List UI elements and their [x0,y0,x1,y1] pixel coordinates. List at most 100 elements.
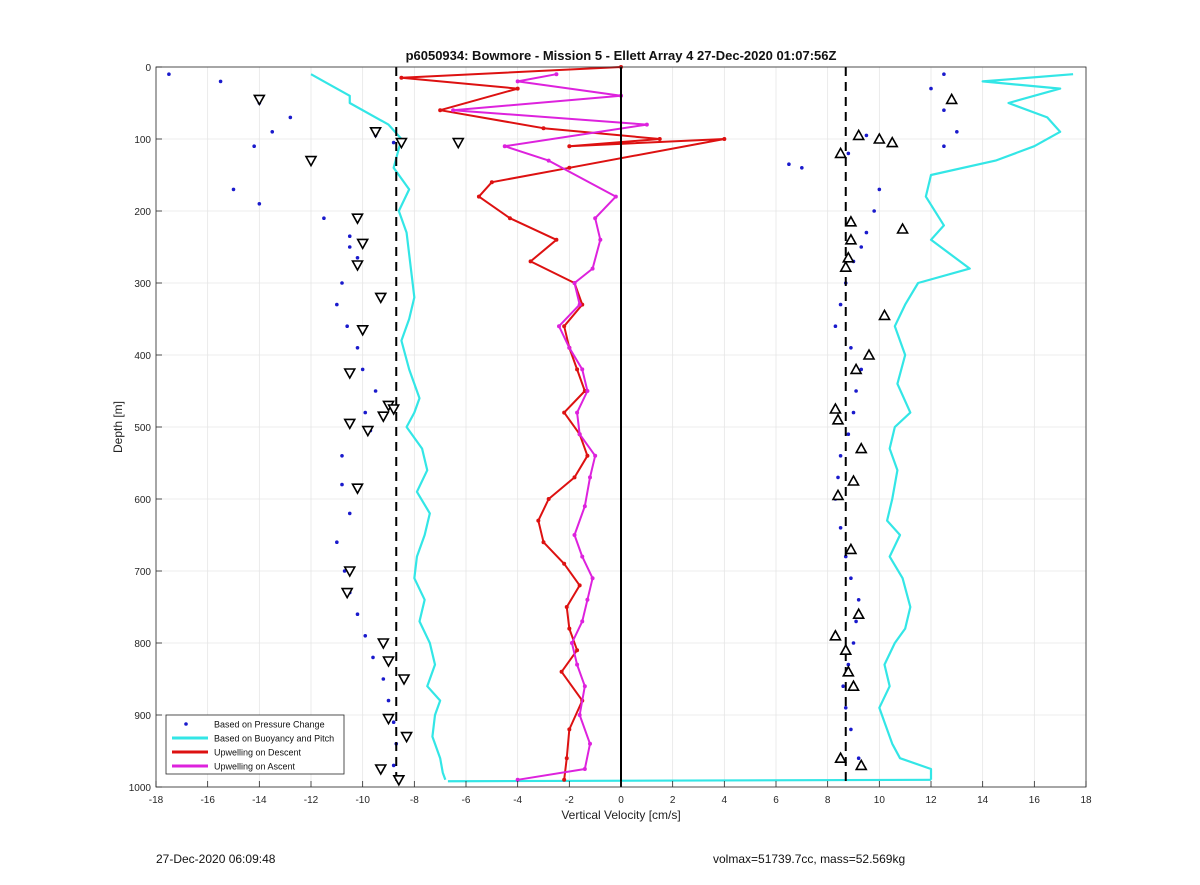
upwelling-descent-point [567,727,572,732]
upwelling-ascent-point [502,144,507,149]
upwelling-ascent-point [585,389,590,393]
upwelling-ascent-point [580,367,585,372]
plot-area: -18 -16 -14 -12 -10 -8 -6 -4 -2 0 2 4 6 8 10 12 14 16 18 0… [129,63,1092,806]
pressure-change-point-climb [929,86,933,91]
pressure-change-point-climb [851,410,856,415]
x-tick-label: 6 [773,795,779,806]
dive-triangle-marker [374,292,388,305]
upwelling-descent-point [541,126,546,131]
pressure-change-point-dive [167,72,171,76]
upwelling-ascent-point [546,158,551,163]
climb-triangle-marker [831,413,845,425]
climb-triangle-marker [878,308,891,321]
x-tick-label: -6 [462,795,471,806]
y-tick-label: 900 [134,711,151,722]
upwelling-descent-point [567,165,572,170]
dive-triangle-marker [356,324,370,337]
upwelling-descent-point [564,756,569,761]
x-tick-label: 14 [977,795,989,806]
pressure-change-point-dive [340,454,344,458]
upwelling-descent-point [476,194,481,199]
upwelling-descent-point [575,367,580,372]
pressure-change-point-dive [386,698,391,703]
pressure-change-point-climb [942,144,946,148]
upwelling-ascent-point [588,741,592,746]
upwelling-descent-point [489,180,494,185]
pressure-change-point-dive [391,140,396,145]
pressure-change-point-dive [342,569,347,573]
upwelling-descent-point [507,216,512,221]
x-axis-label: Vertical Velocity [cm/s] [561,808,680,822]
y-tick-label: 100 [134,135,151,146]
pressure-change-point-climb [849,576,853,580]
upwelling-descent-point [562,410,567,415]
climb-triangle-marker [854,441,868,454]
dive-triangle-marker [397,674,411,686]
dive-triangle-marker [304,155,318,168]
footer-timestamp: 27-Dec-2020 06:09:48 [156,852,276,866]
pressure-change-point-climb [942,72,946,76]
climb-triangle-marker [831,488,845,501]
dive-triangle-marker [340,587,354,600]
pressure-change-point-dive [257,202,262,206]
upwelling-descent-point [562,561,567,566]
pressure-change-point-dive [335,302,339,307]
upwelling-descent-point [559,669,564,674]
legend-swatch-dot [184,722,188,726]
x-tick-label: -16 [200,795,215,806]
upwelling-ascent-point [582,684,587,689]
climb-triangle-marker [841,665,855,677]
pressure-change-point-climb [838,454,843,458]
dive-triangle-marker [392,774,406,787]
legend-label: Upwelling on Ascent [214,762,296,772]
pressure-change-point-climb [854,619,858,624]
upwelling-descent-point [657,137,662,141]
upwelling-ascent-point [569,641,574,645]
pressure-change-point-climb [849,727,853,732]
upwelling-descent-point [575,648,580,653]
y-tick-label: 800 [134,639,151,650]
climb-triangle-marker [852,607,866,620]
x-tick-label: 2 [670,795,676,806]
climb-triangle-marker [841,251,855,263]
climb-triangle-marker [872,132,886,144]
upwelling-descent-point [567,144,572,149]
pressure-change-point-dive [391,763,396,768]
footer-volmax-mass: volmax=51739.7cc, mass=52.569kg [713,852,906,866]
pressure-change-point-climb [872,209,876,213]
upwelling-descent-point [528,259,533,264]
x-tick-label: 18 [1080,795,1092,806]
pressure-change-point-climb [846,662,851,667]
pressure-change-point-dive [347,245,352,249]
pressure-change-point-climb [942,108,946,112]
pressure-change-point-climb [849,346,853,350]
legend-box [165,714,345,775]
climb-triangle-marker [829,402,842,414]
x-axis-ticks: -18 -16 -14 -12 -10 -8 -6 -4 -2 0 2 4 6 8 10 12 14 16 18 [149,781,1092,806]
pressure-change-point-climb [864,133,869,138]
climb-triangle-marker [862,348,876,360]
pressure-change-point-climb [836,475,840,480]
upwelling-descent-point [554,237,559,242]
pressure-change-point-climb [854,389,858,393]
upwelling-descent-point [438,108,443,113]
x-tick-label: 16 [1029,795,1041,806]
pressure-change-point-climb [841,684,845,688]
climb-triangle-marker [847,679,860,692]
x-tick-label: 4 [722,795,728,806]
buoyancy-pitch-line-dive [310,73,447,781]
pressure-change-point-climb [859,245,864,249]
climb-triangle-marker [839,260,853,272]
pressure-change-point-dive [340,482,344,487]
climb-triangle-marker [829,629,842,641]
dive-triangle-marker [376,411,390,423]
climb-triangle-marker [834,146,847,159]
upwelling-descent-point [515,86,520,91]
buoyancy-pitch-line-climb [878,73,1074,780]
pressure-change-point-dive [340,281,344,285]
upwelling-ascent-point [515,777,520,782]
upwelling-ascent-point [582,767,587,771]
upwelling-descent-point [562,324,567,329]
climb-triangle-marker [847,474,860,486]
dive-triangle-marker [252,94,266,107]
